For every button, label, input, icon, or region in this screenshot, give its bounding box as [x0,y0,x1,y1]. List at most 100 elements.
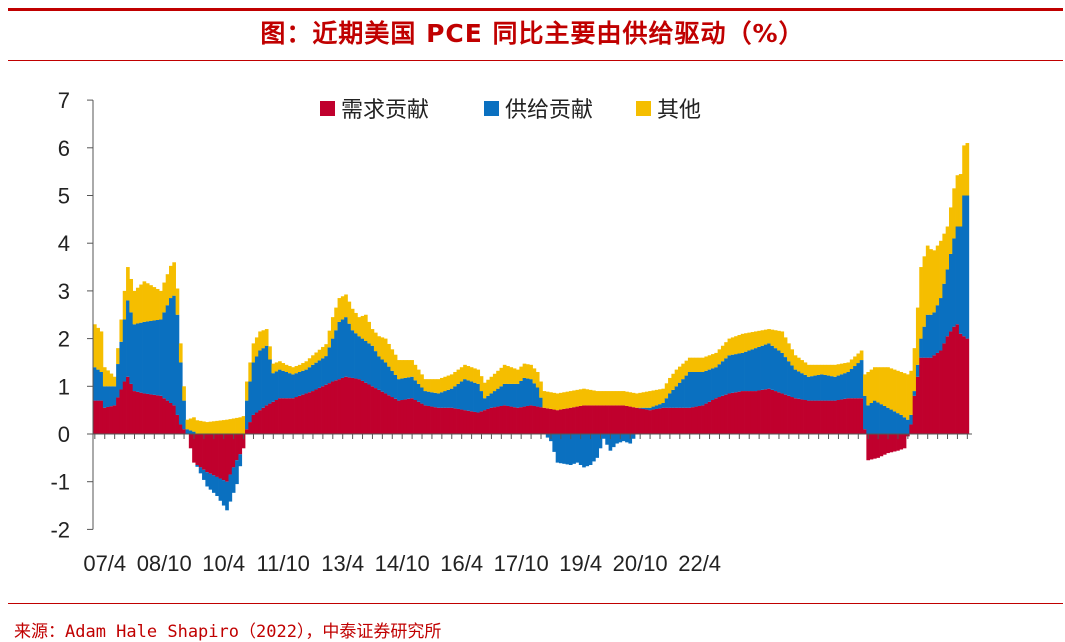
bar-supply [314,362,319,390]
bar-supply [737,353,742,392]
bar-other [109,373,114,387]
bar-demand [684,407,689,434]
bar-supply [863,395,867,430]
bar-other [658,389,662,405]
bar-demand [949,331,953,434]
bar-other [185,419,190,430]
bar-other [218,420,223,434]
bar-supply [380,359,385,392]
bar-demand [525,405,530,434]
bar-other [317,349,322,361]
x-tick-label: 10/4 [202,551,245,576]
x-tick-label: 14/10 [375,551,430,576]
bar-supply [202,469,206,480]
bar-supply [291,374,295,399]
bar-demand [727,393,732,434]
bar-other [301,363,305,371]
bar-demand [958,333,963,434]
bar-demand [790,397,795,434]
bar-other [869,369,874,403]
bar-demand [268,403,272,434]
bar-supply [539,397,543,408]
bar-other [410,360,414,377]
bar-supply [506,383,510,406]
bar-supply [406,377,411,399]
bar-other [344,294,348,318]
bar-other [311,355,315,365]
bar-other [532,368,537,384]
bar-demand [231,434,236,468]
bar-other [215,420,219,434]
bar-supply [473,382,477,412]
bar-other [611,391,616,406]
bar-supply [397,379,401,401]
bar-supply [403,377,408,400]
bar-other [965,143,970,196]
bar-demand [671,407,676,434]
bar-demand [549,408,553,434]
bar-supply [278,369,282,399]
bar-demand [760,389,765,434]
bar-supply [687,371,692,408]
bar-other [601,391,606,406]
bar-other [102,367,107,387]
bar-other [747,332,752,351]
bar-other [744,333,748,352]
bar-supply [853,366,857,399]
bar-other [509,367,514,384]
bar-other [238,417,243,434]
bar-supply [449,388,454,408]
bar-supply [393,374,398,399]
bar-supply [727,355,732,394]
bar-other [463,364,467,380]
bar-other [664,383,669,399]
bar-other [188,418,193,431]
bar-supply [730,354,735,393]
bar-other [902,373,907,418]
bar-supply [734,354,738,393]
bar-supply [783,357,788,395]
bar-demand [611,405,616,434]
bar-other [701,357,705,372]
bar-other [793,355,798,370]
bar-demand [621,405,626,434]
legend-swatch-supply [484,101,499,116]
bar-demand [307,392,312,434]
bar-other [773,330,778,349]
bar-demand [354,378,358,434]
bar-demand [109,406,114,434]
bar-other [202,421,206,434]
bar-demand [575,406,580,434]
bar-demand [869,434,874,460]
bar-other [853,356,857,367]
bar-other [364,314,368,341]
bar-supply [562,434,566,464]
bar-demand [93,400,97,434]
bar-other [145,283,150,322]
bar-other [711,354,715,369]
bar-other [631,392,636,408]
bar-other [770,329,775,346]
bar-demand [965,338,970,434]
bar-supply [466,380,471,411]
bar-supply [195,465,200,467]
bar-other [314,352,319,363]
bar-supply [578,434,583,465]
bar-demand [496,406,500,434]
bar-other [106,370,110,387]
bar-supply [770,345,775,390]
bar-demand [294,397,299,434]
bar-supply [178,362,183,425]
bar-supply [747,350,752,392]
bar-supply [757,346,761,391]
bar-demand [235,434,239,461]
bar-supply [744,351,748,392]
bar-other [499,367,504,387]
bar-supply [459,381,464,410]
bar-supply [175,314,180,415]
bar-supply [595,434,600,458]
bar-other [397,360,401,380]
bar-demand [192,434,196,463]
bar-demand [218,434,223,479]
bar-other [730,337,735,355]
